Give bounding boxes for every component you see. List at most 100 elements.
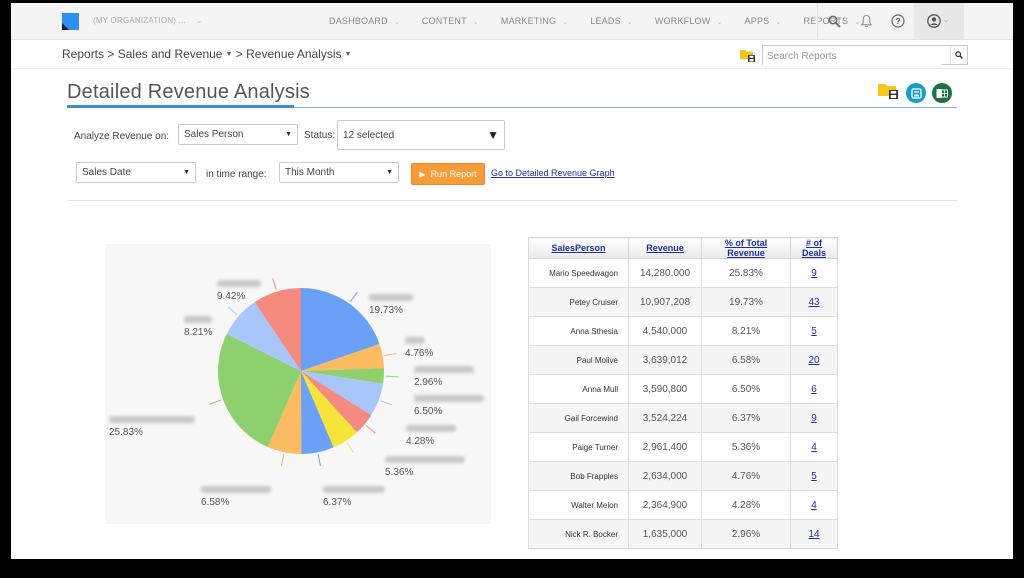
pie-slice[interactable] [218, 333, 301, 448]
deals-link[interactable]: 4 [811, 441, 817, 453]
search-reports-input[interactable] [763, 48, 941, 65]
table-row: Walter Melon 2,364,900 4.28% 4 [528, 490, 838, 520]
pie-label: 19.73% [369, 294, 413, 316]
search-submit-button[interactable] [950, 46, 967, 64]
pie-percent: 25.83% [109, 427, 143, 438]
caret-down-icon[interactable]: ▼ [225, 51, 233, 59]
nav-label: APPS [744, 16, 770, 26]
cell-salesperson: Paige Turner [528, 432, 629, 462]
table-body: Mario Speedwagon 14,280,000 25.83% 9 Petey C… [528, 258, 838, 549]
organization-selector[interactable]: (MY ORGANIZATION) ... ⌄ [93, 16, 203, 25]
pie-slice[interactable] [301, 371, 384, 416]
pie-slice[interactable] [267, 371, 302, 454]
pie-percent: 8.21% [184, 327, 213, 338]
breadcrumb-sales-and-revenue[interactable]: Sales and Revenue [117, 47, 223, 61]
cell-deals: 6 [790, 374, 838, 404]
cell-salesperson: Paul Molive [528, 345, 629, 375]
pie-slice[interactable] [301, 368, 384, 384]
analyze-revenue-select[interactable]: Sales Person ▼ [178, 124, 298, 145]
pie-slice[interactable] [301, 371, 334, 454]
deals-link[interactable]: 43 [808, 296, 820, 308]
chevron-down-icon: ⌄ [195, 16, 203, 25]
pie-percent: 4.28% [406, 436, 435, 447]
breadcrumb-separator: > [235, 47, 243, 61]
cell-salesperson: Anna Sthesia [528, 316, 629, 346]
run-report-button[interactable]: ▶ Run Report [411, 163, 485, 185]
caret-down-icon: ▼ [386, 169, 393, 176]
table-row: Nick R. Bocker 1,635,000 2.96% 14 [528, 519, 838, 549]
search-icon[interactable] [818, 3, 850, 39]
save-to-folder-icon[interactable] [878, 82, 900, 104]
detailed-revenue-graph-link[interactable]: Go to Detailed Revenue Graph [491, 168, 615, 178]
blurred-name [201, 486, 271, 493]
select-value: 12 selected [343, 129, 395, 141]
chevron-down-icon: ⌄ [775, 19, 782, 26]
user-menu[interactable] [914, 3, 964, 39]
app-logo[interactable] [62, 13, 79, 30]
leader-line [384, 352, 397, 357]
bell-icon[interactable] [850, 3, 882, 39]
status-multiselect[interactable]: 12 selected ▼ [337, 120, 505, 150]
caret-down-icon: ▼ [183, 169, 190, 176]
pie-slice[interactable] [301, 371, 357, 448]
help-icon[interactable]: ? [882, 3, 914, 39]
nav-reports[interactable]: REPORTS ⌄ [803, 16, 860, 26]
cell-revenue: 2,364,900 [628, 490, 702, 520]
time-range-select[interactable]: This Month ▼ [279, 162, 399, 183]
search-reports [762, 45, 968, 65]
page-title: Detailed Revenue Analysis [67, 81, 310, 103]
pie-svg [209, 278, 398, 467]
nav-leads[interactable]: LEADS ⌄ [590, 16, 633, 26]
pie-percent: 2.96% [414, 377, 443, 388]
column-revenue[interactable]: Revenue [628, 237, 702, 259]
nav-workflow[interactable]: WORKFLOW ⌄ [655, 16, 723, 26]
nav-marketing[interactable]: MARKETING ⌄ [501, 16, 568, 26]
pie-slice[interactable] [301, 288, 380, 371]
cell-percent: 25.83% [701, 258, 791, 288]
deals-link[interactable]: 5 [811, 325, 817, 337]
table-row: Anna Sthesia 4,540,000 8.21% 5 [528, 316, 838, 346]
svg-text:?: ? [895, 16, 900, 26]
revenue-pie-chart: 19.73% 4.76% 2.96% 6.50% 4.28% 5.36% 6.3… [105, 244, 491, 524]
deals-link[interactable]: 9 [811, 267, 817, 279]
section-divider [67, 200, 958, 201]
user-icon [927, 14, 949, 28]
save-report-button[interactable] [906, 83, 926, 103]
deals-link[interactable]: 20 [808, 354, 820, 366]
nav-dashboard[interactable]: DASHBOARD ⌄ [329, 16, 400, 26]
table-row: Mario Speedwagon 14,280,000 25.83% 9 [528, 258, 838, 288]
cell-deals: 4 [790, 490, 838, 520]
saved-reports-folder-icon[interactable] [740, 49, 756, 67]
pie-slice[interactable] [301, 371, 372, 433]
column-percent-total[interactable]: % of Total Revenue [701, 237, 791, 259]
breadcrumb-revenue-analysis[interactable]: Revenue Analysis [246, 47, 342, 61]
deals-link[interactable]: 4 [811, 499, 817, 511]
column-deals[interactable]: # of Deals [790, 237, 838, 259]
pie-slice[interactable] [254, 288, 301, 371]
breadcrumb-reports[interactable]: Reports [62, 47, 105, 61]
deals-link[interactable]: 5 [811, 470, 817, 482]
export-excel-button[interactable] [932, 83, 952, 103]
date-field-select[interactable]: Sales Date ▼ [76, 162, 196, 183]
blurred-name [323, 486, 385, 493]
column-salesperson[interactable]: SalesPerson [528, 237, 629, 259]
pie-slice[interactable] [226, 302, 301, 371]
cell-revenue: 3,590,800 [628, 374, 702, 404]
deals-link[interactable]: 6 [811, 383, 817, 395]
blurred-name [369, 294, 413, 301]
deals-link[interactable]: 14 [808, 528, 820, 540]
pie-label: 5.36% [385, 456, 465, 478]
nav-apps[interactable]: APPS ⌄ [745, 16, 782, 26]
breadcrumb: Reports > Sales and Revenue ▼ > Revenue A… [62, 47, 351, 61]
table-row: Paige Turner 2,961,400 5.36% 4 [528, 432, 838, 462]
table-header-row: SalesPerson Revenue % of Total Revenue #… [528, 237, 838, 259]
deals-link[interactable]: 9 [811, 412, 817, 424]
pie-label: 6.37% [323, 486, 385, 508]
pie-percent: 6.58% [201, 497, 230, 508]
pie-percent: 6.37% [323, 497, 352, 508]
nav-content[interactable]: CONTENT ⌄ [422, 16, 479, 26]
pie-slice[interactable] [301, 344, 384, 371]
cell-percent: 4.76% [701, 461, 791, 491]
caret-down-icon[interactable]: ▼ [344, 51, 352, 59]
blurred-name [406, 425, 456, 432]
